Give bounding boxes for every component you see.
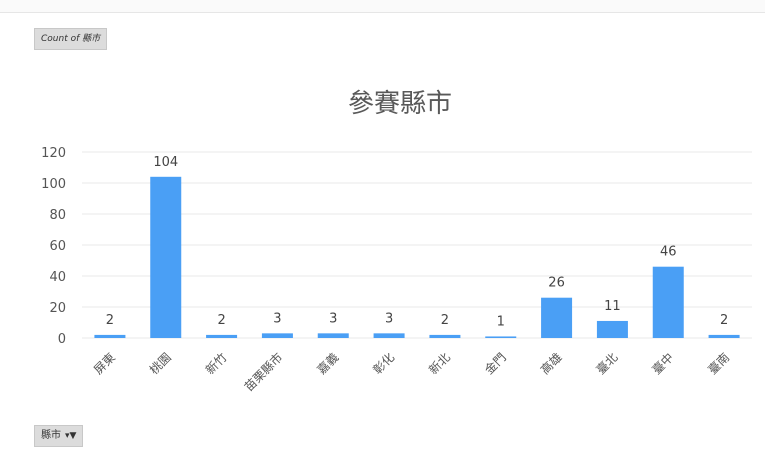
data-label-9: 11 <box>604 299 621 314</box>
bar-11 <box>708 334 740 338</box>
y-tick-label: 120 <box>41 146 66 161</box>
bars <box>94 176 740 338</box>
filter-dropdown-icon[interactable]: ▾▼ <box>65 431 77 441</box>
data-label-11: 2 <box>720 313 728 328</box>
x-tick-label-11: 臺南 <box>705 350 733 378</box>
y-axis-ticks: 0 20 40 60 80 100 120 <box>41 146 66 347</box>
y-tick-label: 60 <box>49 239 66 254</box>
bar-4 <box>317 333 349 338</box>
top-toolbar-strip <box>0 0 765 13</box>
data-label-0: 2 <box>106 313 114 328</box>
bar-6 <box>429 334 461 338</box>
y-tick-label: 20 <box>49 301 66 316</box>
pivot-axis-filter-button[interactable]: 縣市 ▾▼ <box>34 425 84 447</box>
x-tick-label-6: 新北 <box>425 350 453 378</box>
y-tick-label: 100 <box>41 177 66 192</box>
pivot-value-field-label: Count of 縣市 <box>41 34 101 44</box>
x-tick-label-8: 高雄 <box>537 350 565 378</box>
y-tick-label: 0 <box>58 332 66 347</box>
data-label-7: 1 <box>497 314 505 329</box>
bar-9 <box>596 320 628 338</box>
bar-8 <box>541 297 573 338</box>
x-tick-label-1: 桃園 <box>146 350 174 378</box>
x-tick-label-3: 苗栗縣市 <box>241 350 286 395</box>
bar-3 <box>261 333 293 338</box>
data-label-2: 2 <box>217 313 225 328</box>
bar-10 <box>652 266 684 338</box>
data-label-1: 104 <box>153 155 178 170</box>
data-label-4: 3 <box>329 311 337 326</box>
bar-2 <box>206 334 238 338</box>
x-tick-label-7: 金門 <box>481 350 509 378</box>
data-label-3: 3 <box>273 311 281 326</box>
bar-1 <box>150 176 182 338</box>
x-tick-label-0: 屏東 <box>91 350 118 377</box>
x-tick-label-2: 新竹 <box>202 350 230 378</box>
pivot-axis-filter-label: 縣市 <box>41 430 61 441</box>
gridlines <box>82 151 752 339</box>
y-tick-label: 80 <box>49 208 66 223</box>
x-axis-ticks: 屏東 桃園 新竹 苗栗縣市 嘉義 彰化 新北 金門 高雄 臺北 臺中 臺南 <box>91 350 732 395</box>
pivot-value-field-button[interactable]: Count of 縣市 <box>34 28 108 50</box>
data-label-10: 46 <box>660 245 677 260</box>
data-label-5: 3 <box>385 311 393 326</box>
bar-0 <box>94 334 126 338</box>
data-labels: 2 104 2 3 3 3 2 1 26 11 46 2 <box>106 155 728 330</box>
x-tick-label-4: 嘉義 <box>314 350 342 378</box>
x-tick-label-10: 臺中 <box>649 350 677 378</box>
x-tick-label-5: 彰化 <box>370 350 398 378</box>
data-label-8: 26 <box>548 276 565 291</box>
bar-7 <box>485 336 517 338</box>
bar-5 <box>373 333 405 338</box>
x-tick-label-9: 臺北 <box>593 350 621 378</box>
chart-title: 參賽縣市 <box>348 89 452 119</box>
data-label-6: 2 <box>441 313 449 328</box>
y-tick-label: 40 <box>49 270 66 285</box>
